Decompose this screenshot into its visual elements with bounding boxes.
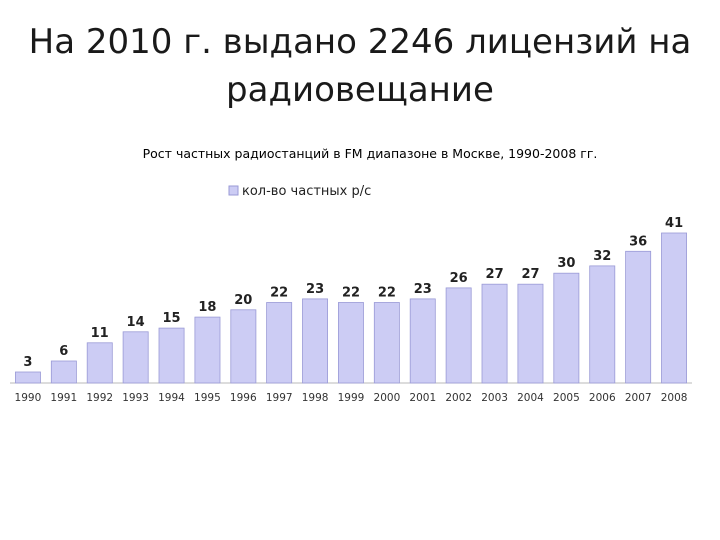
data-label-2001: 23 xyxy=(414,282,432,297)
legend-label: кол-во частных р/с xyxy=(242,184,371,199)
data-label-1996: 20 xyxy=(234,293,252,308)
data-label-2003: 27 xyxy=(486,267,504,282)
x-tick-2008: 2008 xyxy=(661,392,688,404)
x-tick-1994: 1994 xyxy=(158,392,185,404)
data-label-2005: 30 xyxy=(557,256,575,271)
data-label-2007: 36 xyxy=(629,234,647,249)
bar-2003 xyxy=(481,283,508,384)
data-label-1995: 18 xyxy=(198,300,216,315)
data-label-1992: 11 xyxy=(91,326,109,341)
bar-2007 xyxy=(625,250,652,384)
plot-area: 3 1990 6 1991 11 1992 14 1993 15 1994 18 1995 20 1996… xyxy=(10,216,692,404)
slide-title: На 2010 г. выдано 2246 лицензий на радио… xyxy=(28,22,692,110)
x-tick-1997: 1997 xyxy=(266,392,293,404)
x-tick-1990: 1990 xyxy=(15,392,42,404)
x-tick-1998: 1998 xyxy=(302,392,329,404)
data-label-1991: 6 xyxy=(59,344,68,359)
bar-chart: кол-во частных р/с 3 1990 6 1991 11 1992 14 199… xyxy=(10,184,692,404)
x-tick-1992: 1992 xyxy=(86,392,113,404)
bar-1995 xyxy=(194,316,221,384)
bar-1997 xyxy=(266,302,293,384)
bar-1993 xyxy=(122,331,149,384)
data-label-2008: 41 xyxy=(665,216,683,231)
x-tick-1999: 1999 xyxy=(338,392,365,404)
bar-1999 xyxy=(337,302,364,384)
x-tick-1996: 1996 xyxy=(230,392,257,404)
bar-2000 xyxy=(373,302,400,384)
data-label-1998: 23 xyxy=(306,282,324,297)
x-tick-2002: 2002 xyxy=(445,392,472,404)
bar-1994 xyxy=(158,327,185,384)
bar-2002 xyxy=(445,287,472,384)
bar-2005 xyxy=(553,272,580,384)
bar-2006 xyxy=(589,265,616,384)
data-label-1990: 3 xyxy=(23,355,32,370)
data-label-2000: 22 xyxy=(378,286,396,301)
x-tick-2003: 2003 xyxy=(481,392,508,404)
x-tick-2005: 2005 xyxy=(553,392,580,404)
data-label-2002: 26 xyxy=(450,271,468,286)
chart-legend: кол-во частных р/с xyxy=(228,184,371,199)
data-label-2006: 32 xyxy=(593,249,611,264)
data-label-1999: 22 xyxy=(342,286,360,301)
bar-1992 xyxy=(86,342,113,384)
x-tick-2007: 2007 xyxy=(625,392,652,404)
data-label-2004: 27 xyxy=(521,267,539,282)
bar-1996 xyxy=(230,309,257,384)
x-tick-2000: 2000 xyxy=(374,392,401,404)
x-tick-1991: 1991 xyxy=(50,392,77,404)
bar-1991 xyxy=(50,360,77,384)
data-label-1993: 14 xyxy=(127,315,145,330)
legend-swatch xyxy=(228,185,239,196)
data-label-1997: 22 xyxy=(270,286,288,301)
x-tick-2001: 2001 xyxy=(409,392,436,404)
bar-1990 xyxy=(14,371,41,384)
bar-2008 xyxy=(661,232,688,384)
x-tick-1993: 1993 xyxy=(122,392,149,404)
chart-title: Рост частных радиостанций в FM диапазоне… xyxy=(142,146,598,161)
x-tick-2004: 2004 xyxy=(517,392,544,404)
data-label-1994: 15 xyxy=(162,311,180,326)
bar-1998 xyxy=(302,298,329,384)
bar-2001 xyxy=(409,298,436,384)
x-tick-1995: 1995 xyxy=(194,392,221,404)
bar-2004 xyxy=(517,283,544,384)
x-tick-2006: 2006 xyxy=(589,392,616,404)
